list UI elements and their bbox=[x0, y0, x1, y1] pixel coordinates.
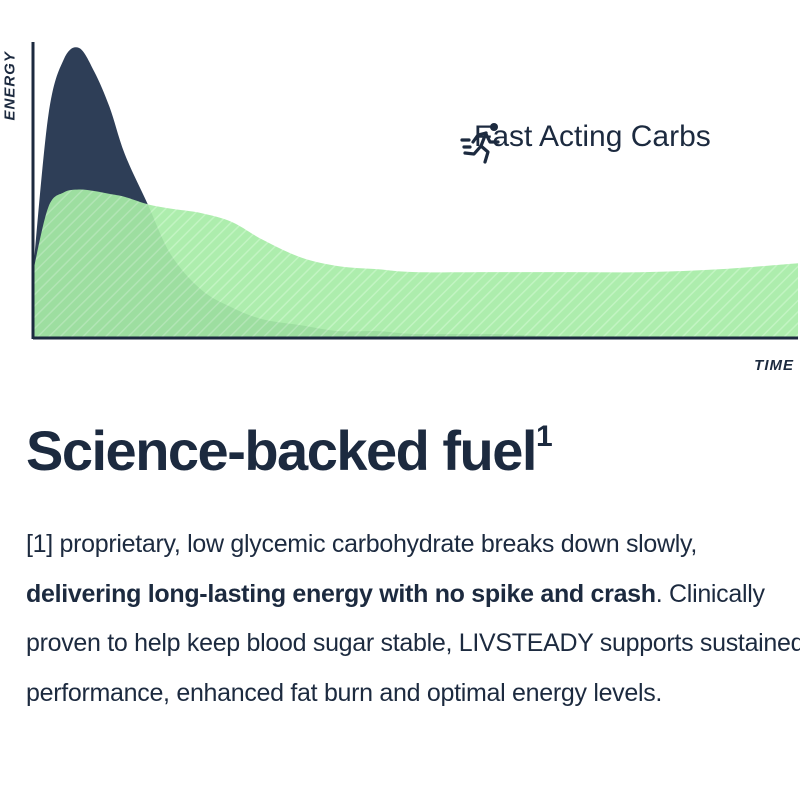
body-text-part2: . Clinically proven to help keep blood s… bbox=[26, 579, 800, 707]
legend-label: Fast Acting Carbs bbox=[474, 120, 711, 153]
x-axis-label: TIME bbox=[754, 357, 794, 374]
legend: Fast Acting Carbs bbox=[460, 120, 711, 164]
body-text-part1: [1] proprietary, low glycemic carbohydra… bbox=[26, 530, 698, 558]
headline-text: Science-backed fuel bbox=[26, 419, 537, 482]
energy-chart: ENERGY TIME Fast Acting Carbs bbox=[0, 0, 800, 390]
chart-svg bbox=[31, 42, 798, 340]
body-text-bold: delivering long-lasting energy with no s… bbox=[26, 579, 656, 608]
y-axis-label: ENERGY bbox=[1, 51, 19, 121]
series-layer bbox=[33, 47, 798, 338]
footnote-mark: 1 bbox=[535, 420, 553, 453]
page-title: Science-backed fuel1 bbox=[26, 418, 553, 483]
body-paragraph: [1] proprietary, low glycemic carbohydra… bbox=[26, 520, 800, 718]
series-sustained-energy-area bbox=[33, 189, 798, 337]
